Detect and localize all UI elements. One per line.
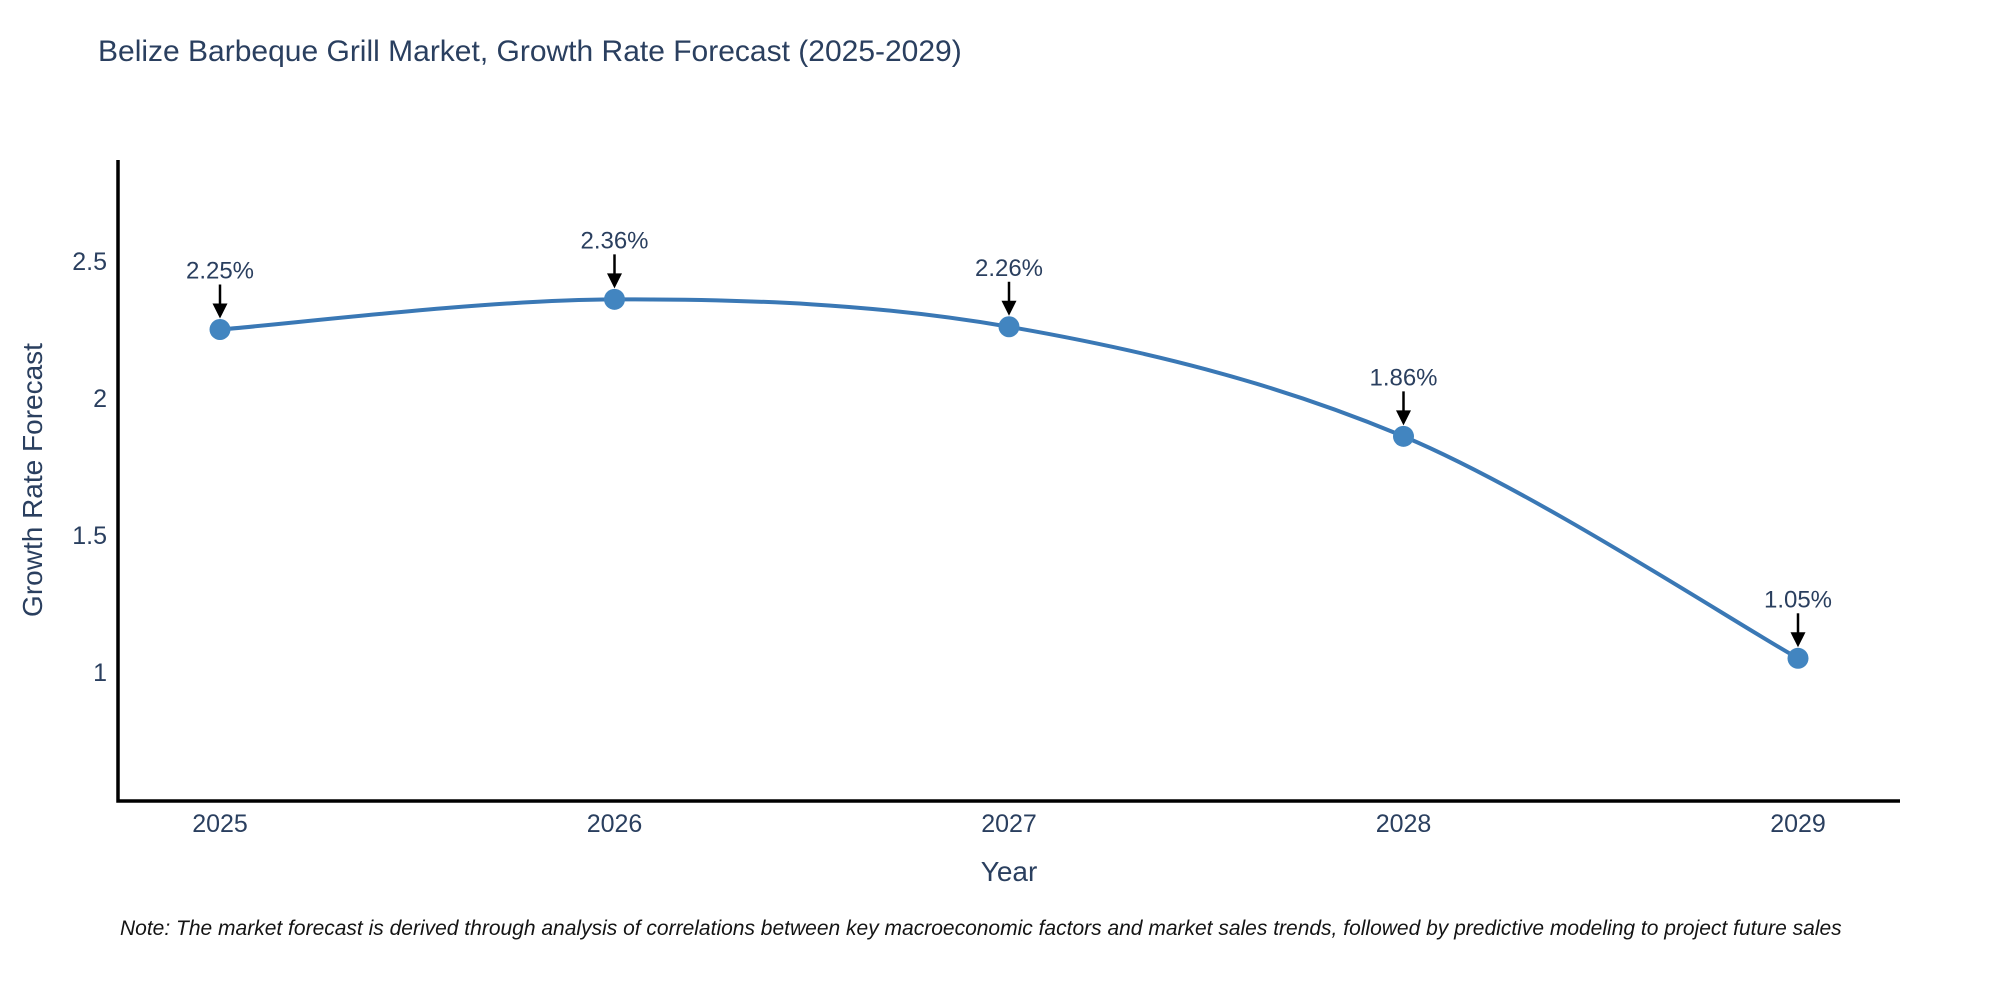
- trend-line: [218, 297, 1800, 661]
- x-tick-label: 2025: [192, 810, 248, 838]
- x-tick-label: 2026: [587, 810, 643, 838]
- data-point-2027: [998, 316, 1020, 338]
- x-tick-label: 2029: [1770, 810, 1826, 838]
- y-tick-label: 2: [93, 385, 107, 413]
- annotation-arrow-head: [607, 273, 622, 289]
- data-point-2025: [209, 319, 231, 340]
- annotation-arrow-head: [212, 303, 228, 319]
- x-tick-label: 2027: [981, 810, 1037, 838]
- point-value-label: 2.26%: [975, 255, 1043, 282]
- point-value-label: 2.25%: [186, 258, 254, 285]
- point-value-label: 1.05%: [1764, 586, 1832, 613]
- annotation-arrow-head: [1396, 410, 1411, 426]
- point-value-label: 1.86%: [1369, 364, 1437, 391]
- point-value-label: 2.36%: [580, 227, 648, 254]
- y-tick-label: 1.5: [72, 522, 107, 550]
- x-axis-title: Year: [980, 856, 1038, 887]
- annotation-arrow-head: [1001, 300, 1017, 316]
- data-point-2026: [604, 288, 625, 310]
- footnote: Note: The market forecast is derived thr…: [120, 917, 1842, 940]
- data-point-2029: [1787, 647, 1809, 669]
- y-tick-label: 1: [93, 659, 107, 687]
- chart-title: Belize Barbeque Grill Market, Growth Rat…: [98, 35, 962, 68]
- data-point-2028: [1393, 425, 1414, 447]
- annotation-arrow-head: [1790, 632, 1806, 648]
- axis-lines: [116, 160, 1900, 803]
- y-tick-label: 2.5: [72, 248, 107, 276]
- x-tick-label: 2028: [1376, 810, 1432, 838]
